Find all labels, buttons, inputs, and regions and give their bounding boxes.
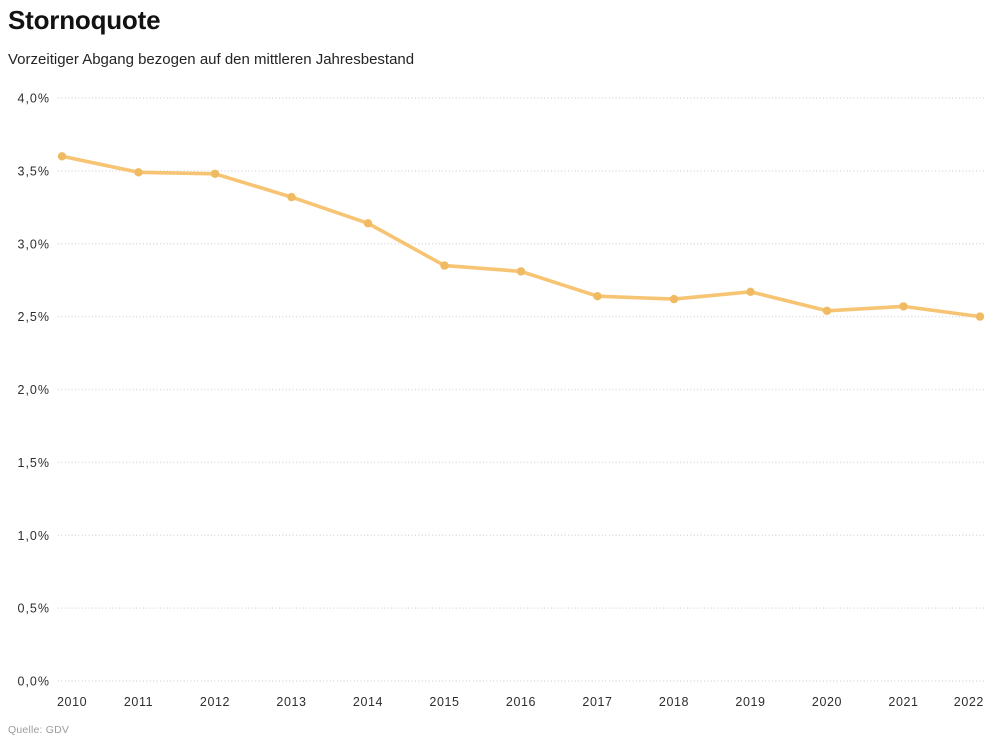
x-tick-label: 2019 <box>735 695 765 709</box>
x-tick-label: 2017 <box>582 695 612 709</box>
data-point-2015 <box>440 261 449 270</box>
y-tick-label: 1,5% <box>18 456 51 470</box>
data-point-2020 <box>822 306 832 315</box>
y-tick-label: 4,0% <box>18 92 51 106</box>
x-tick-label: 2010 <box>57 695 87 709</box>
x-tick-label: 2011 <box>124 695 153 709</box>
x-tick-label: 2012 <box>200 695 230 709</box>
y-tick-label: 2,0% <box>18 383 51 397</box>
data-point-2011 <box>134 168 143 177</box>
data-point-2017 <box>593 292 602 301</box>
data-point-2018 <box>669 294 679 304</box>
data-point-2019 <box>746 287 755 296</box>
data-point-2021 <box>899 302 908 311</box>
data-point-2012 <box>210 169 220 178</box>
x-tick-label: 2020 <box>812 695 842 709</box>
x-tick-label: 2013 <box>276 695 306 709</box>
y-tick-label: 3,5% <box>18 164 51 178</box>
chart-title: Stornoquote <box>8 5 161 35</box>
y-tick-label: 3,0% <box>18 237 51 251</box>
data-point-2022 <box>975 312 985 321</box>
y-tick-label: 0,5% <box>18 602 51 616</box>
y-tick-label: 1,0% <box>18 529 51 543</box>
x-tick-label: 2021 <box>888 695 918 709</box>
y-tick-label: 0,0% <box>18 675 51 689</box>
data-point-2013 <box>287 192 296 202</box>
x-tick-label: 2015 <box>429 695 459 709</box>
x-tick-label: 2016 <box>506 695 536 709</box>
y-tick-label: 2,5% <box>18 310 51 324</box>
source-note: Quelle: GDV <box>8 724 70 736</box>
x-tick-label: 2014 <box>353 695 383 709</box>
data-point-2014 <box>363 219 373 228</box>
data-point-2010 <box>57 152 67 161</box>
x-tick-label: 2022 <box>954 695 984 709</box>
chart-subtitle: Vorzeitiger Abgang bezogen auf den mittl… <box>8 51 415 68</box>
data-line <box>60 154 982 319</box>
data-point-2016 <box>516 267 526 276</box>
x-tick-label: 2018 <box>659 695 689 709</box>
